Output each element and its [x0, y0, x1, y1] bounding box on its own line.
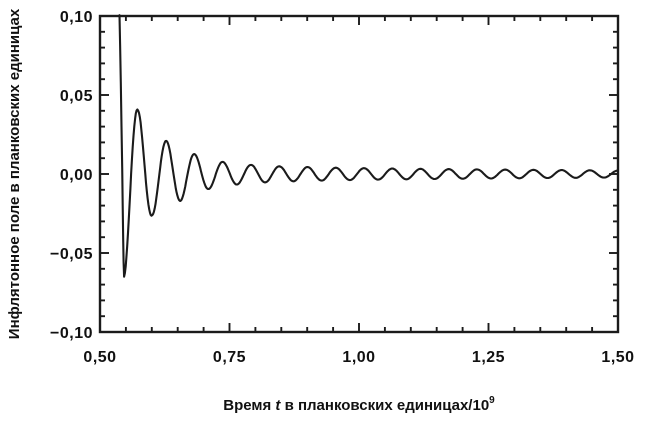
y-tick-label: −0,10 [50, 325, 93, 342]
x-axis-title: Время t в планковских единицах/109 [223, 395, 495, 414]
x-tick-label: 0,75 [213, 349, 246, 366]
x-tick-label: 0,50 [83, 349, 116, 366]
y-axis-title: Инфлятонное поле в планковских единицах [6, 8, 23, 339]
y-tick-label: 0,05 [60, 88, 93, 105]
y-tick-label: −0,05 [50, 246, 93, 263]
y-tick-label: 0,10 [60, 9, 93, 26]
axis-ticks [100, 16, 618, 332]
x-tick-label: 1,25 [472, 349, 505, 366]
y-tick-label: 0,00 [60, 167, 93, 184]
x-tick-label: 1,50 [601, 349, 634, 366]
inflaton-field-curve [118, 14, 619, 278]
x-tick-label: 1,00 [342, 349, 375, 366]
